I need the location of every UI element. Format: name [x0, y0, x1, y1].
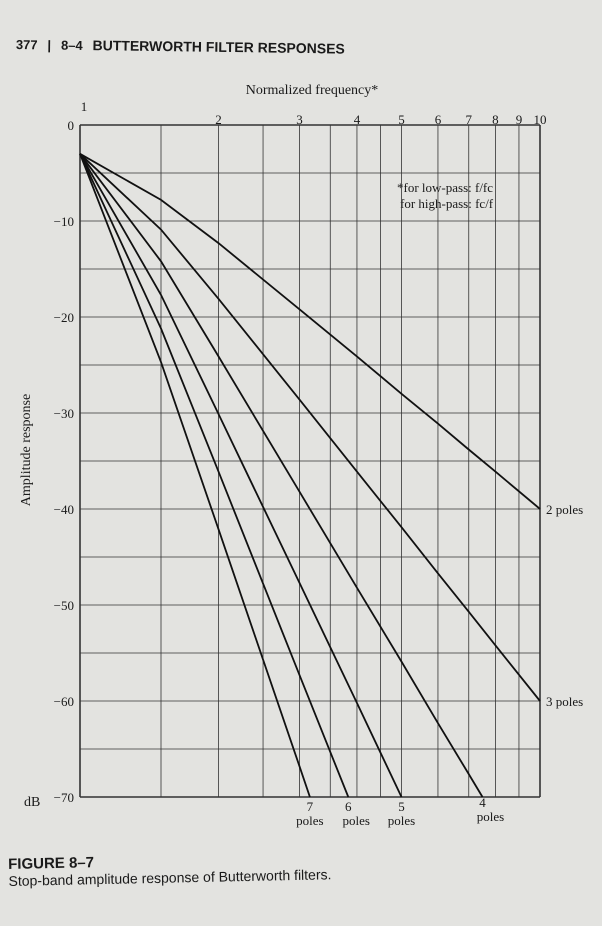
- y-tick-label: −20: [54, 310, 74, 325]
- series-line-4-poles: [79, 153, 484, 798]
- series-line-5-poles: [79, 153, 403, 798]
- series-line-3-poles: [79, 153, 541, 702]
- series-label: 3 poles: [546, 694, 583, 709]
- y-tick-label: −30: [54, 406, 74, 421]
- y-tick-label: 0: [68, 118, 75, 133]
- series-label-unit: poles: [296, 813, 323, 828]
- series-label: 2 poles: [546, 502, 583, 517]
- y-unit-label: dB: [24, 795, 40, 810]
- x-tick-label: 8: [492, 112, 499, 127]
- x-tick-label: 10: [534, 112, 547, 127]
- y-tick-label: −50: [54, 598, 74, 613]
- x-tick-label: 3: [296, 112, 303, 127]
- series-line-6-poles: [79, 153, 350, 798]
- series-label-number: 7: [307, 799, 314, 814]
- x-tick-label: 4: [354, 112, 361, 127]
- x-tick-label: 6: [435, 112, 442, 127]
- x-tick-label: 7: [465, 112, 472, 127]
- y-tick-label: −60: [54, 694, 74, 709]
- series-label-unit: poles: [477, 809, 504, 824]
- y-axis-title: Amplitude response: [19, 394, 34, 506]
- x-tick-label: 2: [215, 112, 222, 127]
- series-label-number: 6: [345, 799, 352, 814]
- x-tick-label: 9: [516, 112, 523, 127]
- footnote-line2: for high-pass: fc/f: [400, 196, 494, 211]
- y-tick-label: −40: [54, 502, 74, 517]
- series-label-unit: poles: [343, 813, 370, 828]
- x-axis-title: Normalized frequency*: [246, 83, 379, 98]
- series-label-number: 5: [398, 799, 405, 814]
- series-label-unit: poles: [388, 813, 415, 828]
- y-tick-label: −10: [54, 214, 74, 229]
- figure-caption: FIGURE 8–7 Stop-band amplitude response …: [8, 849, 332, 889]
- series-line-2-poles: [79, 153, 541, 510]
- series-label-number: 4: [479, 795, 486, 810]
- series-line-7-poles: [79, 153, 311, 798]
- footnote-line1: *for low-pass: f/fc: [397, 180, 493, 195]
- x-tick-label: 1: [81, 99, 88, 114]
- x-tick-label: 5: [398, 112, 405, 127]
- y-tick-label: −70: [54, 790, 74, 805]
